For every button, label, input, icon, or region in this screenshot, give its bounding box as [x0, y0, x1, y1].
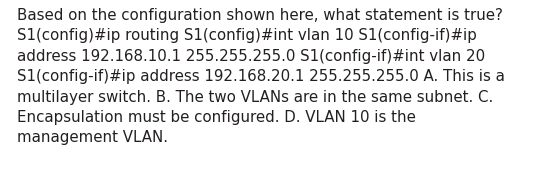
Text: Based on the configuration shown here, what statement is true?
S1(config)#ip rou: Based on the configuration shown here, w… — [17, 8, 505, 145]
